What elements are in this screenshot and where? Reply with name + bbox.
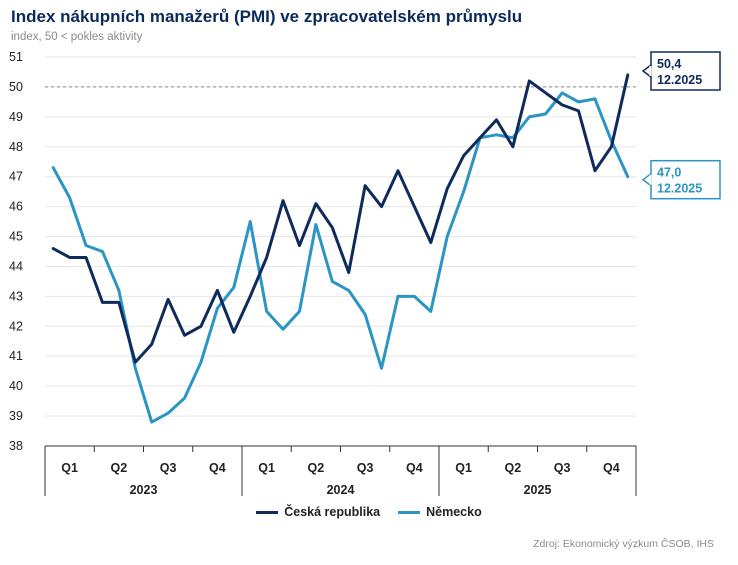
- x-quarter-label: Q2: [308, 461, 325, 475]
- x-quarter-label: Q2: [505, 461, 522, 475]
- end-label-germany: 47,0 12.2025: [641, 159, 721, 200]
- x-year-label: 2025: [524, 483, 552, 497]
- end-label-box: [650, 51, 721, 91]
- source-note: Zdroj: Ekonomický výzkum ČSOB, IHS: [533, 538, 714, 550]
- legend-item-germany: Německo: [398, 505, 482, 519]
- x-quarter-label: Q4: [603, 461, 620, 475]
- end-label-date: 12.2025: [657, 182, 702, 196]
- series-line-germany: [51, 91, 630, 424]
- x-quarter-label: Q1: [258, 461, 275, 475]
- series-line-czech: [51, 73, 630, 364]
- y-tick-label: 40: [9, 379, 23, 393]
- y-tick-label: 46: [9, 200, 23, 214]
- legend-item-czech: Česká republika: [256, 505, 380, 519]
- y-tick-label: 49: [9, 110, 23, 124]
- y-tick-label: 50: [9, 80, 23, 94]
- x-year-label: 2023: [130, 483, 158, 497]
- y-tick-label: 42: [9, 319, 23, 333]
- y-tick-label: 44: [9, 259, 23, 273]
- legend-swatch-czech: [256, 510, 279, 514]
- x-year-label: 2024: [327, 483, 355, 497]
- chart-title: Index nákupních manažerů (PMI) ve zpraco…: [11, 7, 523, 26]
- x-quarter-label: Q4: [406, 461, 423, 475]
- end-label-value: 50,4: [657, 57, 681, 71]
- y-tick-label: 43: [9, 289, 23, 303]
- legend-label-germany: Německo: [426, 505, 482, 519]
- end-label-czech: 50,4 12.2025: [641, 51, 721, 91]
- y-tick-label: 41: [9, 349, 23, 363]
- legend-swatch-germany: [398, 510, 421, 514]
- y-tick-label: 51: [9, 50, 23, 64]
- x-quarter-label: Q3: [357, 461, 374, 475]
- x-quarter-label: Q2: [111, 461, 128, 475]
- end-label-box: [650, 159, 721, 200]
- x-quarter-label: Q1: [455, 461, 472, 475]
- y-tick-label: 38: [9, 439, 23, 453]
- chart-subtitle: index, 50 < pokles aktivity: [11, 31, 143, 43]
- y-tick-label: 48: [9, 140, 23, 154]
- y-tick-label: 47: [9, 170, 23, 184]
- y-tick-label: 45: [9, 230, 23, 244]
- end-label-date: 12.2025: [657, 73, 702, 87]
- x-quarter-label: Q3: [554, 461, 571, 475]
- x-quarter-label: Q1: [61, 461, 78, 475]
- end-label-value: 47,0: [657, 166, 681, 180]
- x-quarter-label: Q3: [160, 461, 177, 475]
- x-quarter-label: Q4: [209, 461, 226, 475]
- legend-label-czech: Česká republika: [284, 505, 381, 519]
- chart-legend: Česká republika Německo: [0, 505, 738, 519]
- y-tick-label: 39: [9, 409, 23, 423]
